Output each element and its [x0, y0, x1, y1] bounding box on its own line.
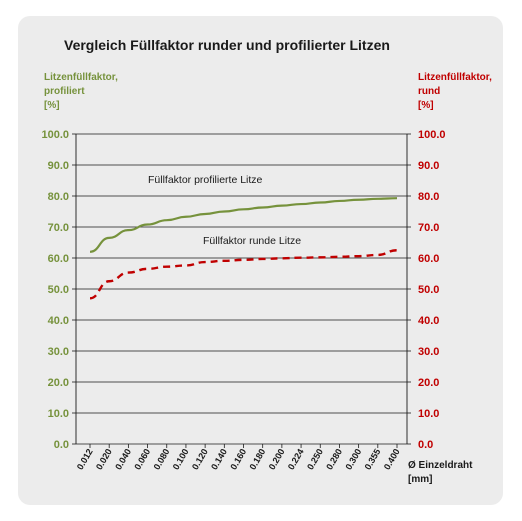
x-tick-label: 0.120: [190, 447, 210, 472]
x-tick-label: 0.060: [132, 447, 152, 472]
left-axis-label-line-1: Litzenfüllfaktor,: [44, 72, 118, 83]
y-tick-label-left: 30.0: [48, 346, 69, 358]
y-tick-label-right: 100.0: [418, 129, 446, 141]
x-tick-label: 0.100: [171, 447, 191, 472]
x-tick-label: 0.040: [113, 447, 133, 472]
y-tick-label-right: 10.0: [418, 408, 439, 420]
x-tick-label: 0.280: [324, 447, 344, 472]
y-tick-label-right: 80.0: [418, 191, 439, 203]
y-tick-label-left: 90.0: [48, 160, 69, 172]
x-tick-label: 0.355: [363, 447, 383, 472]
annotation-profiled-strand: Füllfaktor profilierte Litze: [148, 174, 263, 186]
right-axis-label-line-3: [%]: [418, 100, 434, 111]
y-tick-label-right: 30.0: [418, 346, 439, 358]
y-tick-label-left: 60.0: [48, 253, 69, 265]
y-tick-label-left: 50.0: [48, 284, 69, 296]
x-tick-label: 0.250: [305, 447, 325, 472]
series-line-round: [89, 249, 398, 300]
y-tick-label-left: 100.0: [41, 129, 69, 141]
right-axis-label-line-2: rund: [418, 86, 440, 97]
left-axis-label-line-2: profiliert: [44, 86, 85, 97]
chart-title: Vergleich Füllfaktor runder und profilie…: [64, 37, 390, 53]
y-tick-label-right: 70.0: [418, 222, 439, 234]
series-lines: [89, 197, 398, 300]
annotation-round-strand: Füllfaktor runde Litze: [203, 235, 301, 247]
x-axis-label-line-2: [mm]: [408, 474, 432, 485]
y-tick-label-right: 40.0: [418, 315, 439, 327]
x-axis-label-line-1: Ø Einzeldraht: [408, 460, 473, 471]
x-tick-label: 0.200: [267, 447, 287, 472]
gridlines: [76, 133, 407, 445]
x-tick-label: 0.400: [382, 447, 402, 472]
y-tick-label-left: 70.0: [48, 222, 69, 234]
y-tick-label-right: 0.0: [418, 439, 433, 451]
left-axis-label-line-3: [%]: [44, 100, 60, 111]
x-tick-label: 0.140: [209, 447, 229, 472]
right-axis-label-line-1: Litzenfüllfaktor,: [418, 72, 492, 83]
y-tick-label-right: 90.0: [418, 160, 439, 172]
y-tick-label-left: 80.0: [48, 191, 69, 203]
x-tick-label: 0.160: [228, 447, 248, 472]
y-tick-label-left: 20.0: [48, 377, 69, 389]
x-tick-label: 0.300: [343, 447, 363, 472]
y-tick-label-right: 60.0: [418, 253, 439, 265]
y-tick-label-left: 10.0: [48, 408, 69, 420]
x-tick-label: 0.020: [94, 447, 114, 472]
y-tick-label-left: 40.0: [48, 315, 69, 327]
chart-panel: [18, 16, 503, 505]
series-line-profiled: [89, 197, 398, 253]
x-tick-label: 0.180: [247, 447, 267, 472]
x-tick-label: 0.080: [152, 447, 172, 472]
axes: [72, 133, 411, 448]
x-tick-label: 0.012: [75, 447, 95, 472]
x-tick-label: 0.224: [286, 447, 306, 472]
y-tick-label-right: 50.0: [418, 284, 439, 296]
y-tick-label-right: 20.0: [418, 377, 439, 389]
y-tick-label-left: 0.0: [54, 439, 69, 451]
